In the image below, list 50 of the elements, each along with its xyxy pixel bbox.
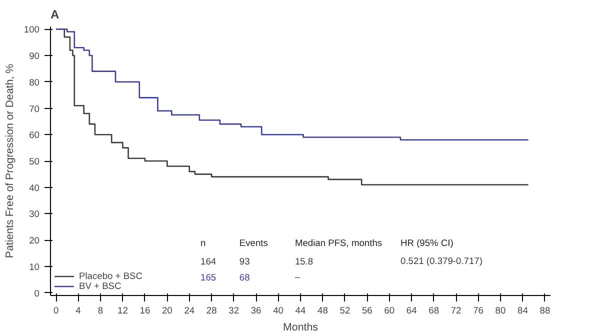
- x-tick-label: 40: [273, 306, 284, 316]
- y-tick-label: 80: [29, 77, 40, 88]
- annotation: Median PFS, months: [294, 238, 382, 248]
- y-tick-label: 30: [29, 209, 40, 220]
- legend-label: BV + BSC: [79, 281, 122, 291]
- x-tick-label: 28: [206, 306, 217, 316]
- x-tick-label: 0: [53, 306, 59, 316]
- annotation: 164: [200, 256, 216, 267]
- x-tick-label: 80: [495, 306, 506, 316]
- legend-label: Placebo + BSC: [79, 271, 143, 281]
- x-tick-label: 76: [473, 306, 484, 316]
- x-tick-label: 56: [362, 306, 372, 316]
- annotation: Events: [239, 238, 268, 248]
- x-tick-label: 88: [540, 306, 550, 316]
- y-tick-label: 10: [29, 262, 40, 272]
- y-tick-label: 40: [29, 182, 40, 193]
- y-axis-title: Patients Free of Progression or Death, %: [4, 63, 16, 258]
- annotation: n: [200, 238, 206, 248]
- annotation: 0.521 (0.379-0.717): [400, 256, 482, 266]
- y-tick-label: 0: [34, 288, 40, 298]
- x-tick-label: 4: [76, 306, 81, 316]
- x-tick-label: 64: [406, 306, 417, 316]
- y-tick-label: 60: [29, 130, 40, 140]
- chart-title: A: [50, 8, 60, 22]
- x-tick-label: 68: [428, 306, 440, 316]
- y-tick-label: 70: [29, 104, 40, 114]
- x-tick-label: 16: [140, 306, 150, 316]
- x-tick-label: 20: [162, 306, 172, 316]
- y-tick-label: 50: [29, 156, 40, 166]
- annotation: –: [294, 272, 301, 282]
- annotation: 93: [239, 256, 250, 267]
- annotation: 165: [200, 272, 216, 283]
- x-tick-label: 72: [450, 306, 462, 316]
- y-tick-label: 20: [29, 236, 40, 246]
- annotation: 15.8: [294, 256, 314, 267]
- x-axis-title: Months: [283, 322, 318, 334]
- x-tick-label: 84: [518, 306, 528, 316]
- y-tick-label: 100: [24, 24, 40, 35]
- y-tick-label: 90: [29, 51, 40, 62]
- x-tick-label: 44: [295, 306, 306, 316]
- x-tick-label: 32: [228, 306, 240, 316]
- x-tick-label: 8: [98, 306, 104, 316]
- x-tick-label: 12: [118, 306, 128, 316]
- x-tick-label: 48: [318, 306, 328, 316]
- annotation: HR (95% CI): [400, 238, 454, 248]
- x-tick-label: 24: [184, 306, 195, 316]
- x-tick-label: 60: [384, 306, 395, 316]
- annotation: 68: [239, 272, 250, 283]
- x-tick-label: 36: [250, 306, 262, 316]
- x-tick-label: 52: [340, 306, 350, 316]
